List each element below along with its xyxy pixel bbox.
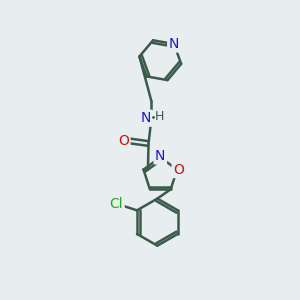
- Text: H: H: [155, 110, 164, 123]
- Text: N: N: [155, 149, 166, 163]
- Text: O: O: [173, 163, 184, 177]
- Text: N: N: [141, 111, 152, 125]
- Text: N: N: [169, 37, 179, 51]
- Text: Cl: Cl: [110, 197, 123, 212]
- Text: O: O: [118, 134, 129, 148]
